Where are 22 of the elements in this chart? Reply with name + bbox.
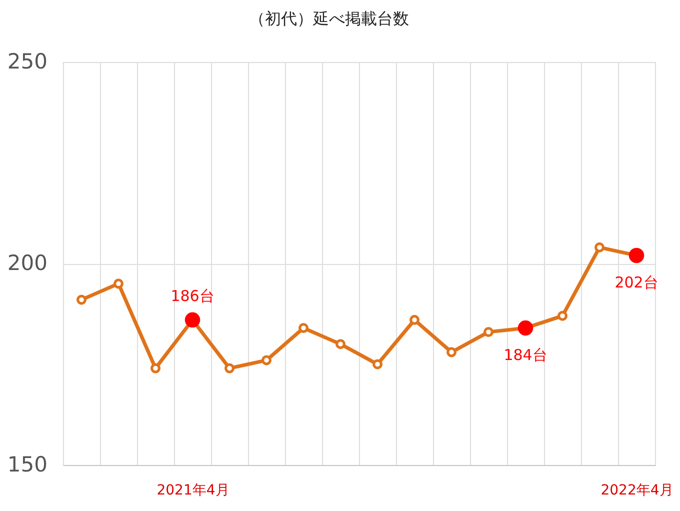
point — [483, 327, 494, 338]
data-label: 186台 — [170, 286, 214, 305]
data-label: 202台 — [614, 273, 658, 292]
point — [446, 347, 457, 358]
point — [372, 359, 383, 370]
point — [150, 363, 161, 374]
y-tick-label: 150 — [7, 452, 48, 476]
data-label: 184台 — [504, 346, 548, 364]
point — [409, 314, 420, 325]
point — [261, 355, 272, 366]
point — [335, 339, 346, 350]
point — [594, 242, 605, 252]
x-tick-label: 2022年4月 — [600, 482, 674, 498]
point — [557, 310, 568, 321]
point — [298, 322, 309, 333]
point — [76, 294, 87, 305]
y-tick-label: 250 — [7, 50, 48, 74]
point — [113, 278, 124, 289]
point — [224, 363, 235, 374]
chart-title: （初代）延べ掲載台数 — [249, 9, 409, 28]
y-tick-label: 200 — [7, 251, 48, 275]
x-tick-label: 2021年4月 — [156, 482, 230, 498]
